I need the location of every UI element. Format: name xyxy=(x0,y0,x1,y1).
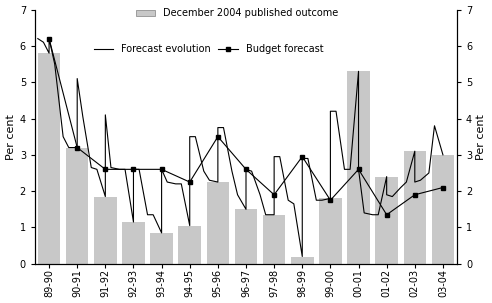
Y-axis label: Per cent: Per cent xyxy=(5,114,16,160)
Bar xyxy=(179,226,201,264)
Y-axis label: Per cent: Per cent xyxy=(476,114,487,160)
Bar xyxy=(291,257,313,264)
Bar xyxy=(431,155,454,264)
Bar xyxy=(94,197,117,264)
Bar xyxy=(347,71,370,264)
Bar xyxy=(403,151,426,264)
Bar xyxy=(38,53,61,264)
Bar xyxy=(375,177,398,264)
Bar xyxy=(207,182,229,264)
Legend: Forecast evolution, Budget forecast: Forecast evolution, Budget forecast xyxy=(90,40,327,58)
Bar xyxy=(319,198,341,264)
Bar xyxy=(235,209,257,264)
Bar xyxy=(66,148,89,264)
Bar xyxy=(151,233,173,264)
Bar xyxy=(122,222,145,264)
Bar xyxy=(263,215,285,264)
